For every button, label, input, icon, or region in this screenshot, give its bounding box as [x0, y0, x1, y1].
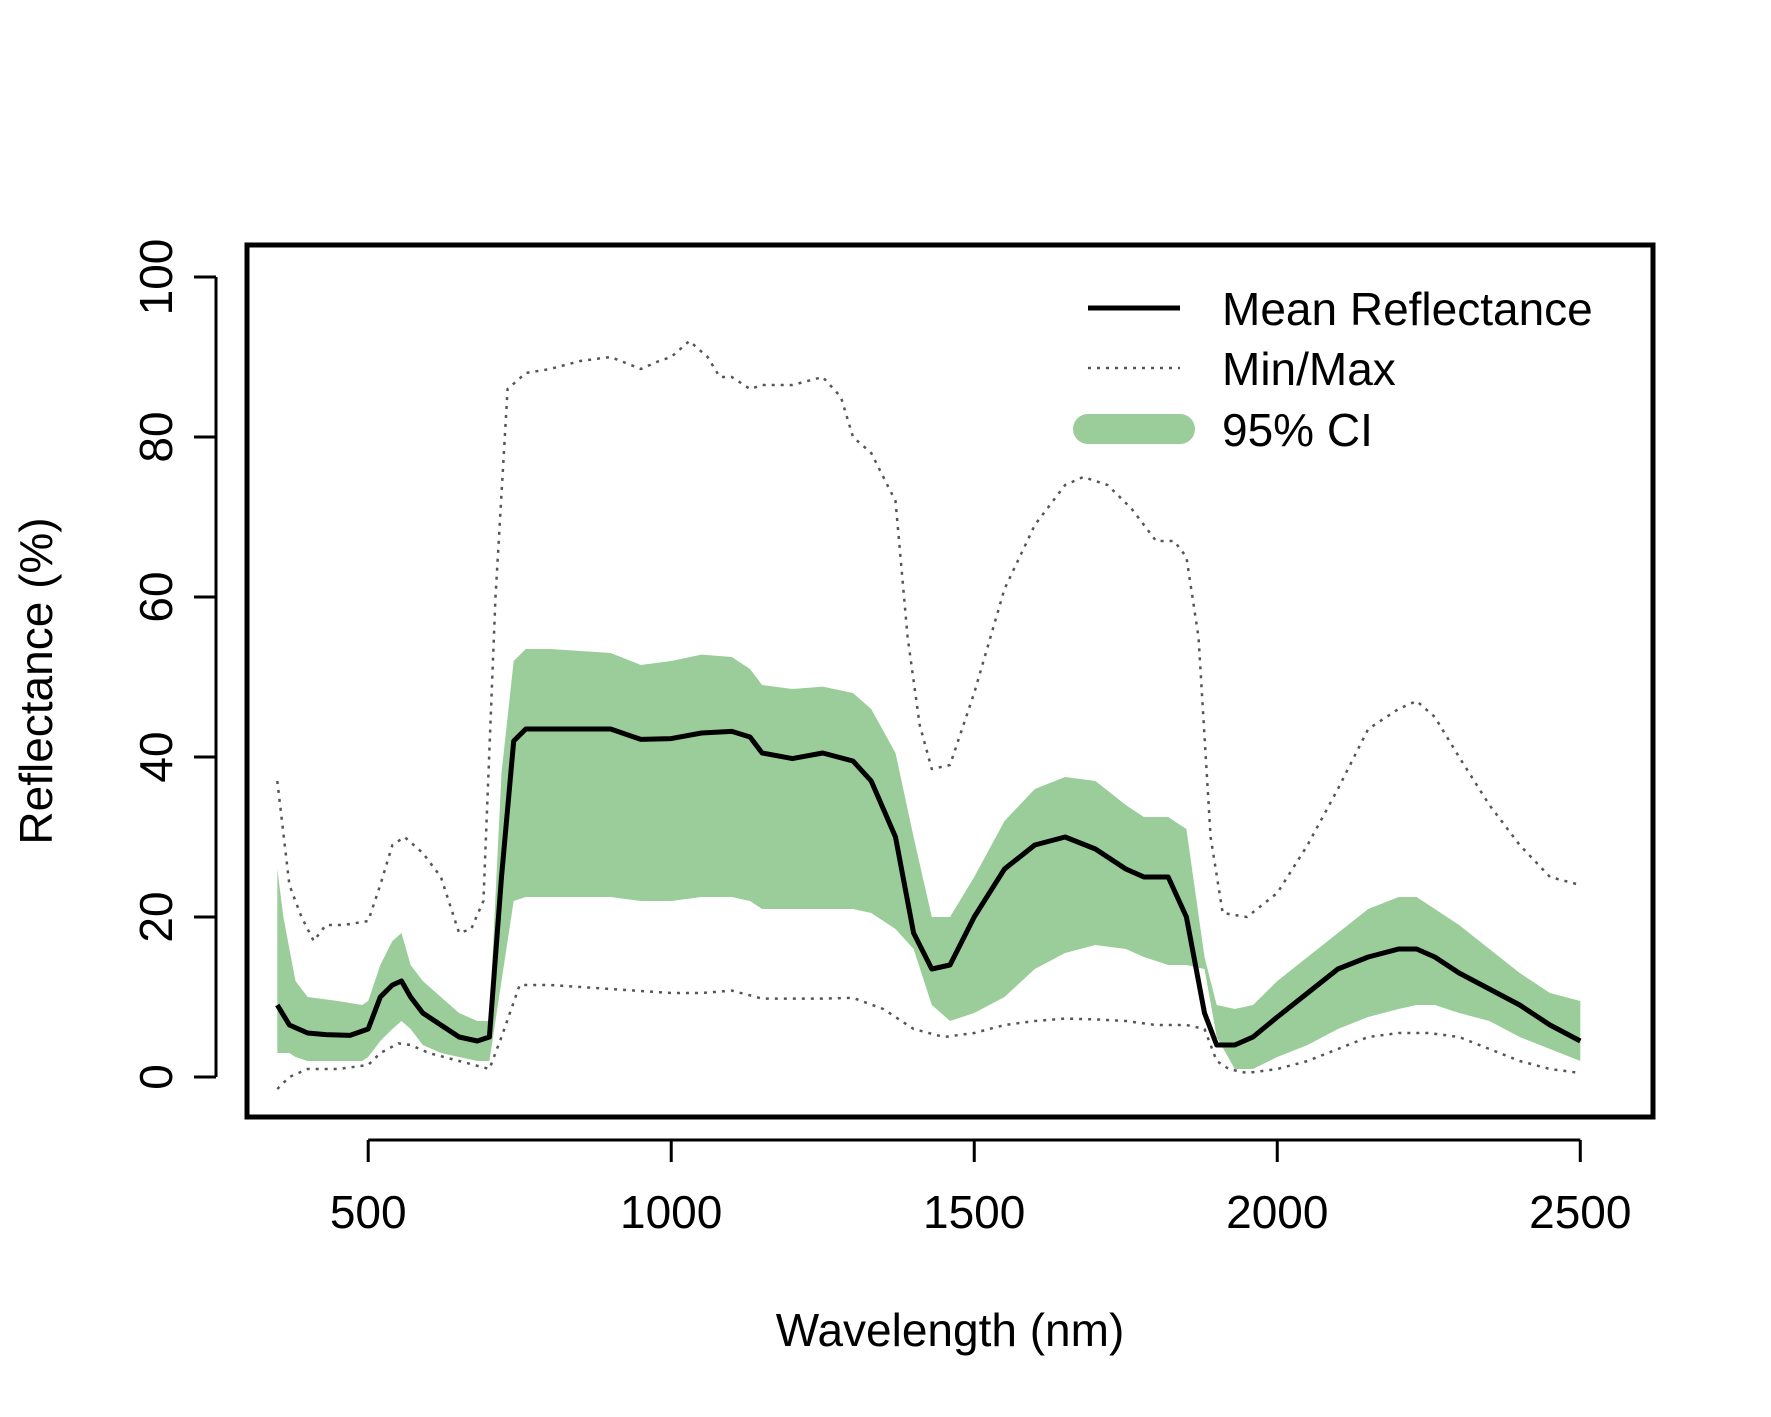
- legend-label-mean: Mean Reflectance: [1222, 283, 1593, 335]
- x-tick-label: 500: [330, 1186, 407, 1238]
- x-tick-label: 2500: [1529, 1186, 1631, 1238]
- y-tick-label: 40: [130, 731, 182, 782]
- x-tick-label: 2000: [1226, 1186, 1328, 1238]
- legend-label-ci: 95% CI: [1222, 404, 1373, 456]
- x-axis: 500 1000 1500 2000 2500: [330, 1138, 1631, 1238]
- y-axis: 0 20 40 60 80 100: [130, 239, 218, 1090]
- x-axis-label: Wavelength (nm): [776, 1304, 1125, 1356]
- legend: Mean Reflectance Min/Max 95% CI: [1073, 283, 1593, 456]
- mean-reflectance-line: [275, 726, 1582, 1048]
- y-tick-label: 20: [130, 891, 182, 942]
- y-axis-label: Reflectance (%): [10, 517, 62, 844]
- y-tick-label: 100: [130, 239, 182, 316]
- y-tick-label: 60: [130, 571, 182, 622]
- x-tick-label: 1000: [620, 1186, 722, 1238]
- plot-frame: [244, 242, 1656, 1120]
- ci-band: [277, 649, 1581, 1069]
- max-line: [276, 339, 1581, 943]
- y-tick-label: 80: [130, 411, 182, 462]
- legend-label-minmax: Min/Max: [1222, 343, 1396, 395]
- plot-area: [275, 339, 1582, 1090]
- x-tick-label: 1500: [923, 1186, 1025, 1238]
- y-tick-label: 0: [130, 1064, 182, 1090]
- min-line: [276, 983, 1581, 1090]
